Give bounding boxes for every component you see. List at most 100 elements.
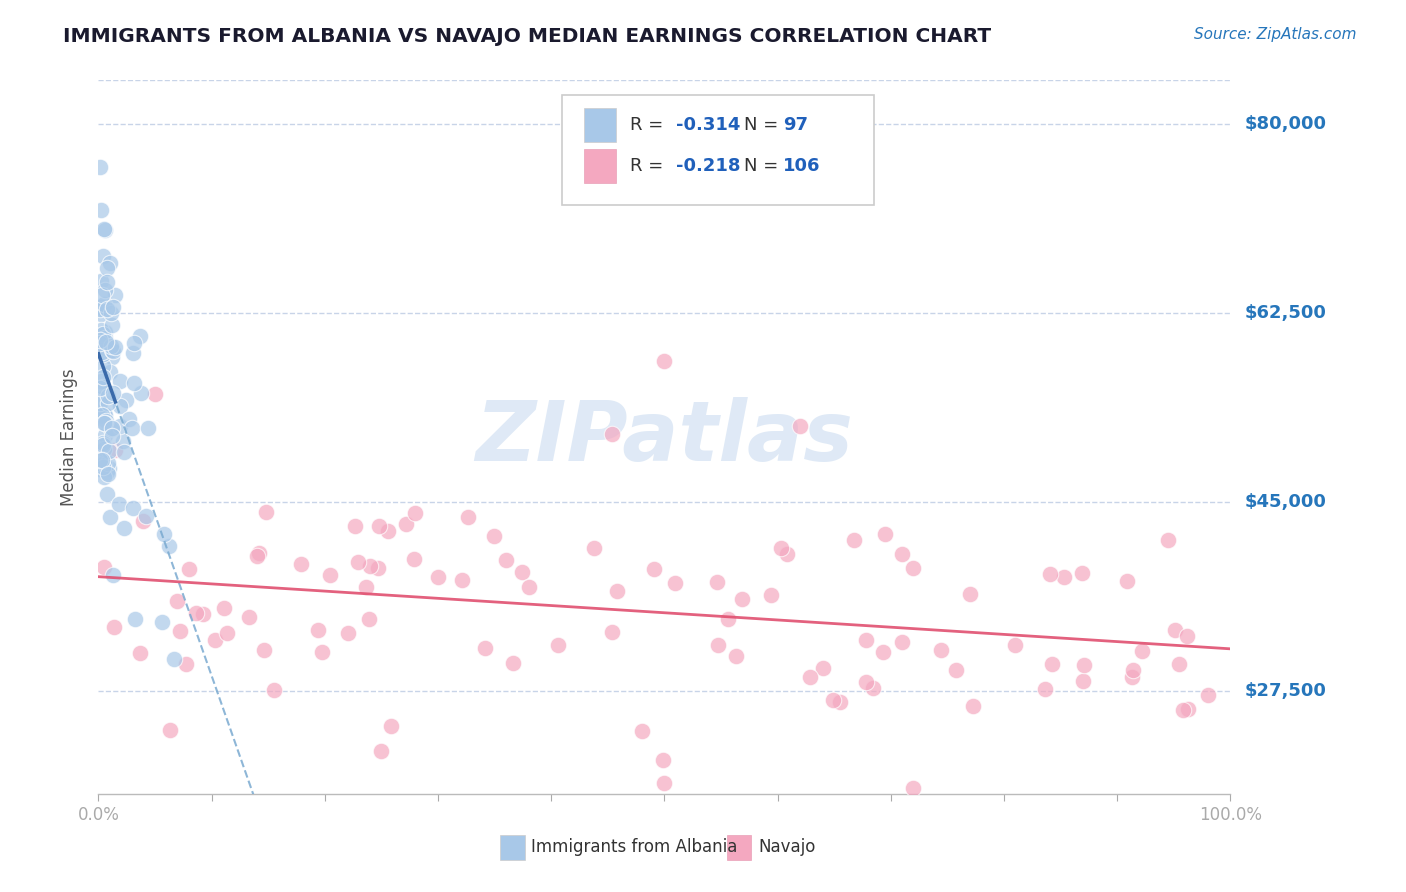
Point bbox=[101, 300, 124, 314]
Point bbox=[93, 326, 115, 340]
Point bbox=[770, 541, 793, 555]
Point bbox=[97, 456, 120, 470]
Point bbox=[89, 452, 111, 467]
Point bbox=[91, 379, 114, 393]
Point bbox=[962, 698, 984, 713]
Point bbox=[136, 421, 159, 435]
Point bbox=[93, 442, 115, 456]
Text: $27,500: $27,500 bbox=[1244, 682, 1326, 700]
FancyBboxPatch shape bbox=[562, 95, 873, 205]
Point bbox=[97, 396, 120, 410]
Point bbox=[1173, 703, 1195, 717]
Point bbox=[246, 549, 269, 563]
Point bbox=[91, 249, 114, 263]
Point bbox=[93, 470, 115, 484]
FancyBboxPatch shape bbox=[583, 108, 616, 143]
Point bbox=[114, 393, 136, 408]
Text: $62,500: $62,500 bbox=[1244, 304, 1326, 322]
FancyBboxPatch shape bbox=[727, 835, 751, 860]
Point bbox=[93, 560, 115, 574]
Point bbox=[90, 306, 112, 320]
Point bbox=[253, 643, 276, 657]
Point bbox=[104, 288, 127, 302]
Point bbox=[184, 606, 207, 620]
Point bbox=[90, 274, 112, 288]
Point bbox=[93, 331, 115, 345]
Point bbox=[91, 347, 114, 361]
Point bbox=[903, 781, 925, 796]
Point bbox=[94, 342, 117, 356]
Point bbox=[96, 301, 118, 316]
Point bbox=[94, 416, 117, 430]
Point bbox=[367, 560, 389, 574]
Point bbox=[1033, 681, 1056, 696]
Point bbox=[1164, 623, 1187, 637]
Point bbox=[380, 719, 402, 733]
Point bbox=[135, 508, 157, 523]
Point bbox=[94, 428, 117, 442]
Point bbox=[451, 573, 474, 587]
Point bbox=[457, 509, 479, 524]
Point bbox=[945, 663, 967, 677]
FancyBboxPatch shape bbox=[583, 149, 616, 183]
Point bbox=[96, 465, 118, 479]
Point bbox=[191, 607, 214, 621]
Point bbox=[263, 683, 285, 698]
Point bbox=[90, 453, 112, 467]
Point bbox=[101, 343, 124, 357]
Point bbox=[96, 487, 118, 501]
Point bbox=[98, 255, 121, 269]
Point bbox=[319, 567, 342, 582]
Point bbox=[1073, 658, 1095, 673]
Point bbox=[821, 693, 844, 707]
Point bbox=[101, 429, 124, 443]
Point bbox=[89, 392, 111, 406]
Point bbox=[404, 507, 426, 521]
Point bbox=[643, 562, 665, 576]
Point bbox=[1122, 663, 1144, 677]
Point bbox=[177, 561, 200, 575]
Point bbox=[104, 340, 127, 354]
Point bbox=[1167, 657, 1189, 671]
Point bbox=[724, 649, 747, 664]
Point bbox=[103, 343, 125, 358]
Point bbox=[855, 633, 877, 648]
Point bbox=[344, 519, 367, 533]
Y-axis label: Median Earnings: Median Earnings bbox=[59, 368, 77, 506]
Point bbox=[101, 421, 124, 435]
Point bbox=[1070, 566, 1092, 581]
Point bbox=[121, 501, 143, 516]
Point bbox=[93, 456, 115, 470]
Point bbox=[118, 411, 141, 425]
Point bbox=[94, 284, 117, 298]
Point bbox=[730, 592, 752, 607]
Point bbox=[395, 516, 418, 531]
Point bbox=[359, 558, 381, 573]
Point bbox=[290, 558, 312, 572]
Point bbox=[311, 645, 333, 659]
Text: Source: ZipAtlas.com: Source: ZipAtlas.com bbox=[1194, 27, 1357, 42]
Point bbox=[929, 642, 952, 657]
Text: -0.314: -0.314 bbox=[676, 116, 740, 134]
Point bbox=[96, 389, 118, 403]
Text: ZIPatlas: ZIPatlas bbox=[475, 397, 853, 477]
Point bbox=[104, 443, 127, 458]
Point bbox=[368, 518, 391, 533]
Point bbox=[91, 326, 114, 341]
Point bbox=[377, 524, 399, 539]
Point bbox=[890, 547, 912, 561]
Point bbox=[652, 354, 676, 368]
Point bbox=[582, 541, 605, 555]
Point bbox=[370, 744, 392, 758]
Point bbox=[97, 467, 120, 481]
Point bbox=[100, 339, 122, 353]
Text: Immigrants from Albania: Immigrants from Albania bbox=[531, 838, 737, 856]
Point bbox=[89, 333, 111, 347]
Point bbox=[1197, 688, 1219, 702]
Point bbox=[891, 635, 914, 649]
Point bbox=[128, 646, 150, 660]
Point bbox=[93, 296, 115, 310]
Text: N =: N = bbox=[744, 157, 783, 175]
Point bbox=[1177, 702, 1199, 716]
Point bbox=[347, 556, 370, 570]
